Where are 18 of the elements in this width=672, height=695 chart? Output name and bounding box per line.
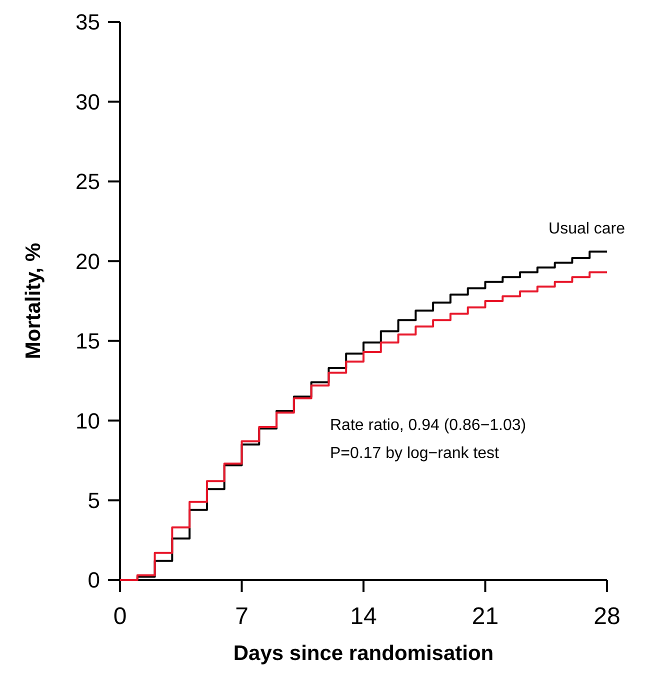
y-tick-label: 10 bbox=[76, 408, 100, 434]
y-tick-label: 20 bbox=[76, 248, 100, 274]
y-tick-label: 35 bbox=[76, 10, 100, 35]
y-tick-label: 15 bbox=[76, 328, 100, 354]
x-tick-label: 0 bbox=[113, 603, 127, 630]
y-tick-label: 30 bbox=[76, 89, 100, 114]
x-tick-label: 14 bbox=[350, 603, 377, 630]
x-tick-label: 28 bbox=[594, 603, 620, 630]
y-tick-label: 5 bbox=[88, 488, 100, 513]
y-tick-label: 25 bbox=[76, 169, 100, 194]
x-tick-label: 7 bbox=[235, 603, 248, 630]
x-tick-label: 21 bbox=[472, 603, 499, 630]
y-axis-title: Mortality, % bbox=[22, 242, 45, 360]
series-label: Usual care bbox=[548, 220, 626, 238]
x-axis-title: Days since randomisation bbox=[233, 642, 494, 665]
annotation: P=0.17 by log−rank test bbox=[330, 445, 500, 462]
annotation: Rate ratio, 0.94 (0.86−1.03) bbox=[330, 417, 526, 434]
y-tick-label: 0 bbox=[88, 568, 100, 593]
